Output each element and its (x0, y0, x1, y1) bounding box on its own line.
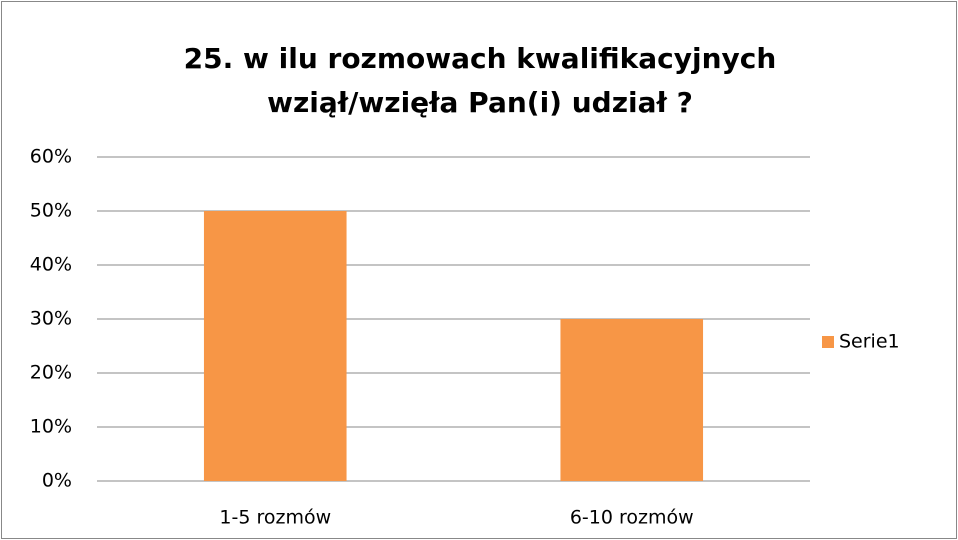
y-tick-label: 40% (30, 254, 72, 276)
legend-label: Serie1 (839, 331, 900, 353)
chart-title: wziął/wzięła Pan(i) udział ? (267, 86, 693, 119)
x-tick-label: 1-5 rozmów (219, 507, 331, 529)
y-tick-label: 30% (30, 308, 72, 330)
bar (203, 211, 347, 481)
legend-swatch (822, 336, 834, 348)
chart-title: 25. w ilu rozmowach kwalifikacyjnych (184, 42, 777, 75)
y-tick-label: 20% (30, 362, 72, 384)
x-tick-label: 6-10 rozmów (570, 507, 694, 529)
y-tick-label: 60% (30, 146, 72, 168)
y-tick-label: 10% (30, 416, 72, 438)
y-tick-label: 0% (42, 470, 72, 492)
y-tick-label: 50% (30, 200, 72, 222)
bar (560, 319, 704, 481)
